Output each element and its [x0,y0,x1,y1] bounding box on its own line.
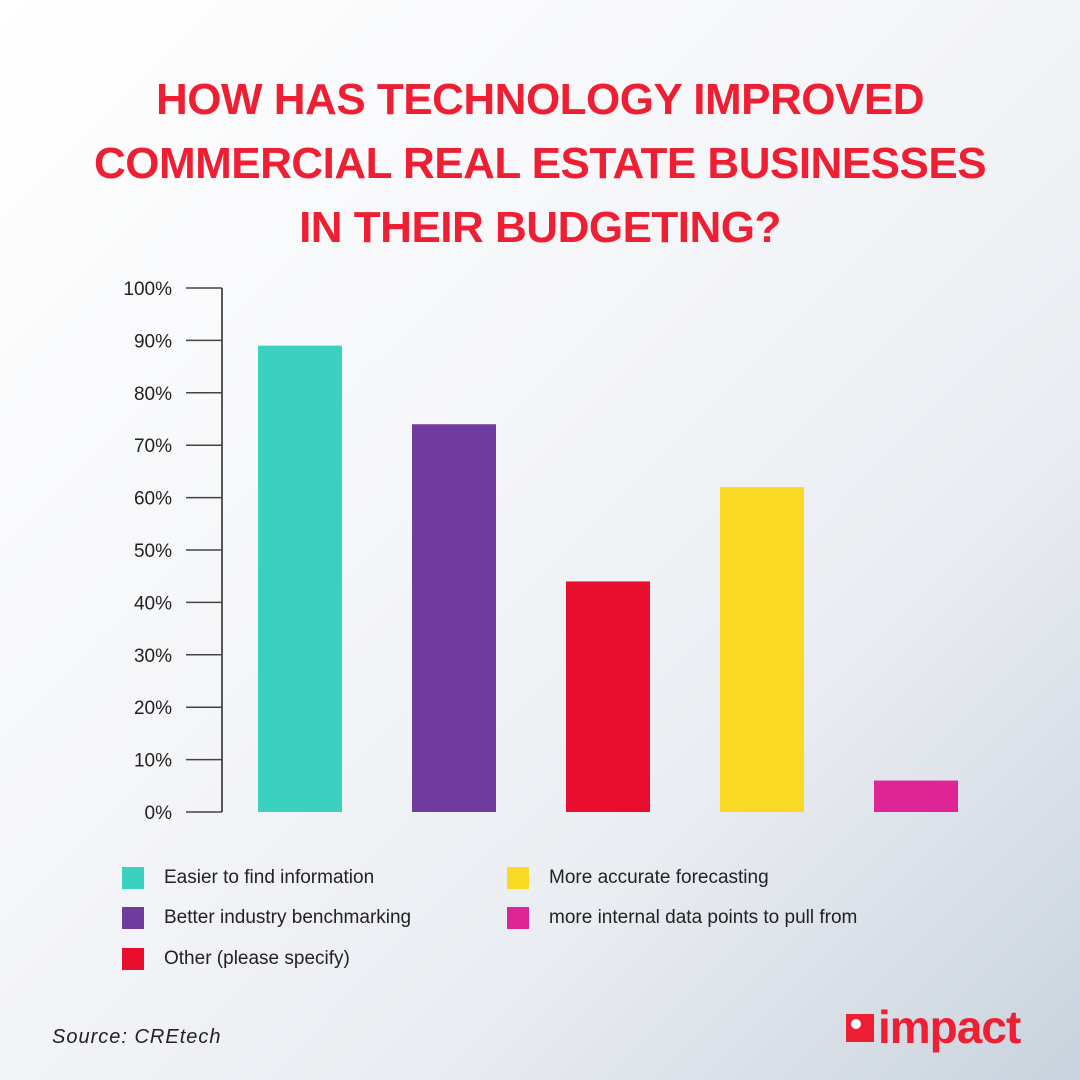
bar [258,345,342,812]
bar [874,780,958,812]
legend-label: Better industry benchmarking [164,907,412,928]
y-tick-label: 80% [134,384,172,405]
title-line: HOW HAS TECHNOLOGY IMPROVED [156,75,924,124]
legend-item: more internal data points to pull from [507,907,857,929]
legend-label: more internal data points to pull from [549,907,858,928]
y-tick-label: 50% [134,541,172,562]
bar [566,581,650,812]
legend-item: More accurate forecasting [507,867,769,889]
chart-title: HOW HAS TECHNOLOGY IMPROVED COMMERCIAL R… [30,68,1050,260]
y-tick-label: 10% [134,751,172,772]
y-tick-label: 30% [134,646,172,667]
legend-item: Better industry benchmarking [122,907,411,929]
legend-swatch [507,907,529,929]
y-tick-label: 90% [134,331,172,352]
legend-swatch [122,867,144,889]
y-tick-label: 100% [123,279,172,300]
legend-swatch [122,907,144,929]
title-line: COMMERCIAL REAL ESTATE BUSINESSES [93,139,987,188]
y-tick-label: 40% [134,593,172,614]
legend-item: Other (please specify) [122,948,350,970]
legend-item: Easier to find information [122,867,374,889]
legend-label: More accurate forecasting [549,867,769,888]
legend-label: Other (please specify) [164,948,350,969]
title-line: IN THEIR BUDGETING? [299,203,781,252]
legend-swatch [122,948,144,970]
logo-text: impact [878,1001,1021,1053]
legend-label: Easier to find information [164,867,375,888]
y-tick-label: 60% [134,489,172,510]
y-tick-label: 70% [134,436,172,457]
logo-mark-icon [846,1014,874,1042]
y-tick-label: 20% [134,698,172,719]
source-note: Source: CREtech [52,1026,222,1048]
bar [412,424,496,812]
legend-swatch [507,867,529,889]
bar [720,487,804,812]
impact-logo: impact [846,1001,1021,1053]
y-tick-label: 0% [145,803,173,824]
